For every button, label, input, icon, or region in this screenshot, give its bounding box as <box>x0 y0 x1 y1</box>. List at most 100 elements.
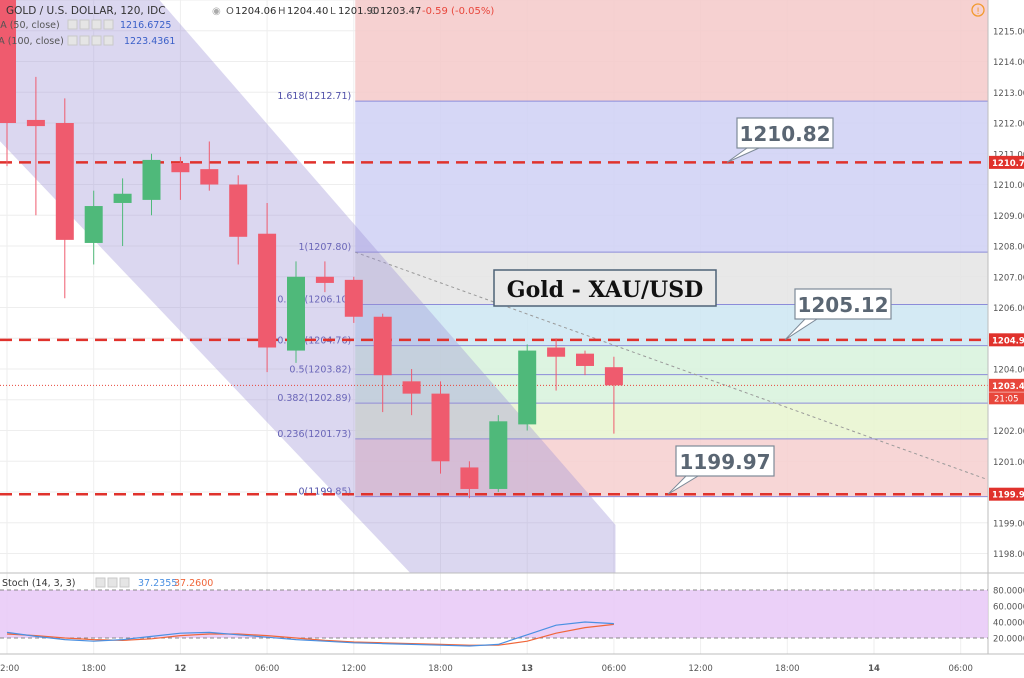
callout-box <box>794 288 892 320</box>
price-tick-label: 1198.00 <box>993 550 1024 560</box>
countdown-label: 21:05 <box>994 394 1019 404</box>
stochastic-pane[interactable]: 20.0000 40.0000 60.0000 80.0000 Stoch (14, 3… <box>0 572 1024 647</box>
stoch-control-button[interactable] <box>119 577 130 588</box>
fib-band <box>355 0 988 102</box>
candle-body <box>518 350 537 425</box>
candle-body <box>229 184 248 237</box>
stoch-control-button[interactable] <box>95 577 106 588</box>
level-price-tag-label: 1199.93 <box>992 491 1024 501</box>
last-price-tag <box>989 378 1024 392</box>
time-tick-label: 12 <box>174 664 186 674</box>
level-price-tag-label: 1210.72 <box>992 159 1024 169</box>
candle-body <box>460 467 479 489</box>
level-price-tag-label: 1204.95 <box>992 336 1024 346</box>
candle-body <box>576 353 594 366</box>
ma50-value: 1216.6725 <box>120 20 171 31</box>
stoch-tick-label: 80.0000 <box>993 587 1024 597</box>
fib-trend-line <box>355 251 989 481</box>
stoch-d-value: 37.2600 <box>174 578 213 589</box>
time-tick-label: 18:00 <box>428 664 453 674</box>
candlesticks <box>0 0 623 499</box>
fib-level-label: 1.618(1212.71) <box>277 91 351 102</box>
symbol-title: GOLD / U.S. DOLLAR, 120, IDC <box>6 5 166 17</box>
descending-channel[interactable] <box>0 0 616 573</box>
candle-body <box>287 276 305 351</box>
svg-text:!: ! <box>976 7 980 17</box>
candle-body <box>142 159 161 200</box>
fib-level-label: 0(1199.85) <box>298 487 351 498</box>
price-tick-label: 1211.00 <box>993 150 1024 160</box>
candle-body <box>315 276 334 283</box>
low-label: L <box>330 6 336 17</box>
time-tick-label: 18:00 <box>81 664 106 674</box>
level-price-tag <box>989 155 1024 169</box>
fib-level-label: 0.382(1202.89) <box>277 393 351 404</box>
price-tick-label: 1201.00 <box>993 458 1024 468</box>
stoch-tick-label: 40.0000 <box>993 619 1024 629</box>
price-callout[interactable]: 1205.12 <box>784 288 892 341</box>
dashed-levels[interactable] <box>0 161 988 496</box>
candle-body <box>431 393 450 462</box>
legend-header: GOLD / U.S. DOLLAR, 120, IDC ◉ O 1204.06… <box>0 3 985 47</box>
fib-band <box>355 345 988 375</box>
ma100-label: MA (100, close) <box>0 36 64 47</box>
level-price-tag <box>989 333 1024 347</box>
candle-body <box>402 381 421 394</box>
price-tick-label: 1210.00 <box>993 181 1024 191</box>
price-tick-label: 1207.00 <box>993 273 1024 283</box>
warning-icon[interactable]: ! <box>971 3 985 17</box>
legend-eye-icon[interactable]: ◉ <box>212 6 221 17</box>
stoch-title: Stoch (14, 3, 3) <box>2 578 76 589</box>
high-value: 1204.40 <box>287 6 328 17</box>
callout-label: 1199.97 <box>679 450 770 474</box>
price-tick-label: 1208.00 <box>993 243 1024 253</box>
time-axis[interactable]: 12:00 18:00 12 06:00 12:00 18:00 13 06:00 12:00 1… <box>0 653 1024 674</box>
countdown-tag <box>989 392 1024 405</box>
candle-body <box>171 162 190 173</box>
stoch-controls[interactable] <box>95 577 130 588</box>
time-tick-label: 14 <box>868 664 880 674</box>
candle-body <box>258 233 277 348</box>
callout-box <box>736 117 834 149</box>
time-tick-label: 18:00 <box>775 664 800 674</box>
low-value: 1201.90 <box>338 6 379 17</box>
time-tick-label: 06:00 <box>948 664 973 674</box>
ma100-value: 1223.4361 <box>124 36 175 47</box>
stoch-band <box>0 590 988 638</box>
price-axis[interactable]: 1198.001199.001200.001201.001202.001203.… <box>987 0 1024 678</box>
high-label: H <box>278 6 286 17</box>
time-tick-label: 12:00 <box>342 664 367 674</box>
candle-body <box>373 316 392 376</box>
ma50-label: MA (50, close) <box>0 20 60 31</box>
price-tick-label: 1199.00 <box>993 519 1024 529</box>
price-tick-label: 1202.00 <box>993 427 1024 437</box>
change-value: -0.59 (-0.05%) <box>422 6 494 17</box>
title-annotation[interactable]: Gold - XAU/USD <box>493 269 717 307</box>
price-tick-label: 1209.00 <box>993 212 1024 222</box>
close-label: C <box>370 6 377 17</box>
time-tick-label: 12:00 <box>0 664 19 674</box>
price-tick-label: 1214.00 <box>993 58 1024 68</box>
candle-body <box>55 123 74 240</box>
channel-band[interactable] <box>0 0 616 573</box>
fib-band <box>355 101 988 253</box>
time-tick-label: 13 <box>521 664 533 674</box>
price-callouts: 1210.82 1205.12 1199.97 <box>667 117 892 495</box>
price-tick-label: 1212.00 <box>993 120 1024 130</box>
stoch-control-button[interactable] <box>107 577 118 588</box>
callout-box <box>675 445 775 477</box>
close-value: 1203.47 <box>380 6 421 17</box>
time-tick-label: 12:00 <box>688 664 713 674</box>
stoch-tick-label: 60.0000 <box>993 603 1024 613</box>
candle-body <box>200 169 219 185</box>
open-value: 1204.06 <box>235 6 276 17</box>
price-callout[interactable]: 1210.82 <box>726 117 834 163</box>
title-annotation-text: Gold - XAU/USD <box>507 277 703 303</box>
candle-body <box>547 347 566 357</box>
price-callout[interactable]: 1199.97 <box>667 445 775 495</box>
price-tick-label: 1204.00 <box>993 366 1024 376</box>
ma50-controls[interactable] <box>67 19 114 30</box>
fib-band <box>355 403 988 439</box>
ma100-controls[interactable] <box>67 35 114 46</box>
